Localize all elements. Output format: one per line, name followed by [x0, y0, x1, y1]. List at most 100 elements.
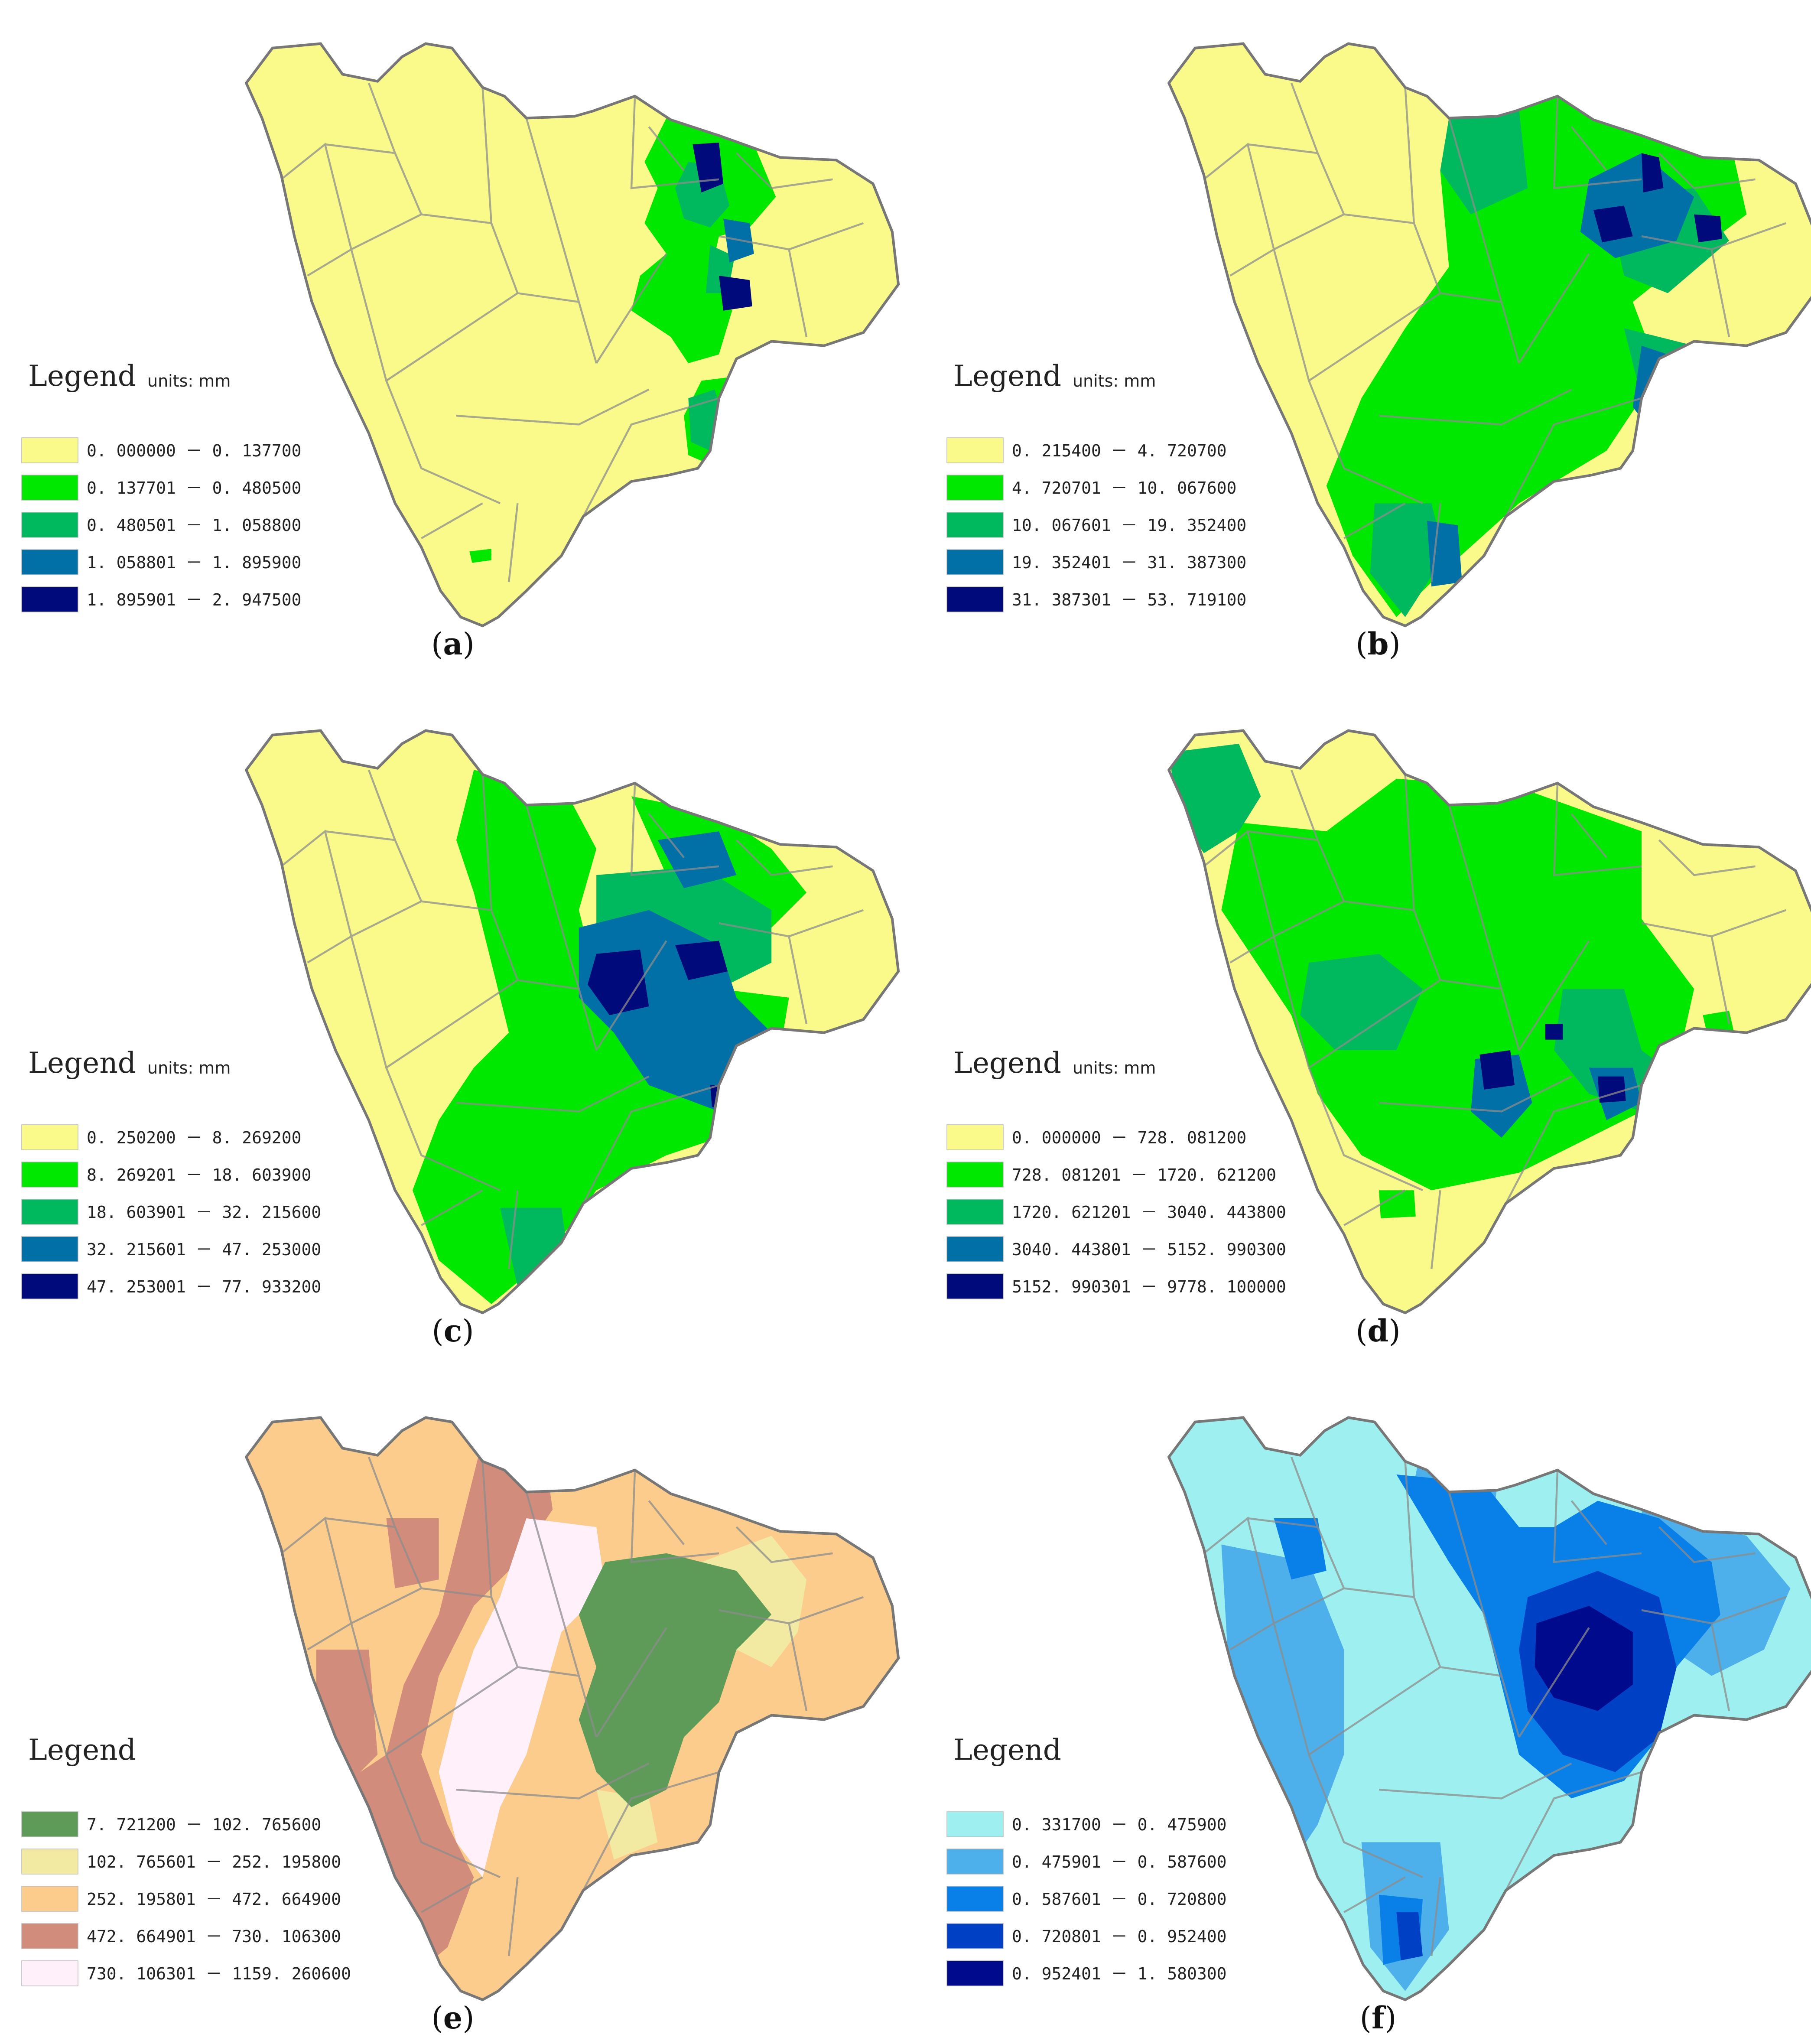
caption-a: (a): [431, 626, 475, 662]
legend-swatch: [21, 1923, 78, 1949]
legend-swatch: [21, 1124, 78, 1150]
legend-class-label: 3040. 443801 － 5152. 990300: [1012, 1240, 1286, 1259]
legend-class-label: 5152. 990301 － 9778. 100000: [1012, 1277, 1286, 1296]
region-class-1: [579, 1553, 772, 1807]
panel-caption: (c): [432, 1313, 474, 1349]
region-class-5: [1479, 1050, 1515, 1090]
region-class-5: [1593, 205, 1633, 243]
legend-class-label: 32. 215601 － 47. 253000: [87, 1240, 321, 1259]
legend-swatch: [21, 1162, 78, 1188]
legend-class-label: 0. 475901 － 0. 587600: [1012, 1852, 1227, 1871]
legend-units: units: mm: [1073, 1058, 1156, 1077]
legend-class-label: 0. 720801 － 0. 952400: [1012, 1927, 1227, 1946]
region-class-5: [1545, 1024, 1563, 1040]
region-class-2: [631, 118, 776, 363]
legend-title: Legend: [28, 1733, 136, 1767]
legend-swatch: [21, 549, 78, 575]
panel-caption: (e): [431, 2000, 474, 2036]
legend-swatch: [946, 1811, 1004, 1837]
legend-b: Legend units: mm 0. 215400 － 4. 720700 4. 7…: [946, 359, 1246, 612]
legend-class-label: 31. 387301 － 53. 719100: [1012, 590, 1246, 609]
legend-f: Legend 0. 331700 － 0. 475900 0. 475901 － 0…: [946, 1733, 1227, 1986]
legend-swatch: [946, 1273, 1004, 1299]
legend-class-label: 0. 480501 － 1. 058800: [87, 516, 302, 535]
legend-d: Legend units: mm 0. 000000 － 728. 081200 72…: [946, 1046, 1286, 1299]
legend-swatch: [946, 1960, 1004, 1986]
region-class-2: [469, 549, 491, 563]
legend-swatch: [946, 1849, 1004, 1875]
legend-title: Legend: [953, 359, 1061, 393]
legend-class-label: 252. 195801 － 472. 664900: [87, 1890, 341, 1909]
legend-swatch: [946, 437, 1004, 463]
legend-a: Legend units: mm 0. 000000 － 0. 137700 0. 1…: [21, 359, 302, 612]
region-class-2: [413, 770, 789, 1304]
legend-swatch: [21, 437, 78, 463]
region-class-4: [657, 831, 737, 889]
legend-swatch: [946, 1199, 1004, 1225]
legend-swatch: [21, 1811, 78, 1837]
legend-e: Legend 7. 721200 － 102. 765600 102. 765601…: [21, 1733, 351, 1986]
legend-class-label: 0. 137701 － 0. 480500: [87, 478, 302, 498]
region-class-2: [596, 1790, 658, 1860]
region-class-2: [1379, 1190, 1416, 1218]
region-class-2: [1221, 778, 1694, 1191]
region-class-5: [1535, 1606, 1633, 1711]
legend-class-label: 0. 952401 － 1. 580300: [1012, 1964, 1227, 1983]
legend-class-label: 472. 664901 － 730. 106300: [87, 1927, 341, 1946]
caption-d: (d): [1356, 1313, 1401, 1349]
caption-e: (e): [431, 2000, 474, 2036]
legend-class-label: 0. 215400 － 4. 720700: [1012, 441, 1227, 460]
caption-f: (f): [1360, 2000, 1397, 2036]
legend-swatch: [21, 475, 78, 501]
legend-title: Legend: [953, 1733, 1061, 1767]
legend-title: Legend: [953, 1046, 1061, 1080]
region-class-5: [1642, 153, 1664, 193]
panel-caption: (b): [1356, 626, 1401, 662]
legend-units: units: mm: [147, 1058, 231, 1077]
panel-caption: (f): [1360, 2000, 1397, 2036]
legend-swatch: [21, 512, 78, 538]
region-class-5: [588, 949, 649, 1015]
legend-swatch: [21, 1849, 78, 1875]
region-class-5: [710, 1085, 732, 1107]
region-class-3: [1300, 954, 1423, 1050]
legend-swatch: [946, 586, 1004, 612]
legend-swatch: [21, 1236, 78, 1262]
legend-class-label: 102. 765601 － 252. 195800: [87, 1852, 341, 1871]
legend-swatch: [21, 586, 78, 612]
panel-caption: (d): [1356, 1313, 1401, 1349]
legend-swatch: [946, 1162, 1004, 1188]
region-class-3: [1370, 503, 1445, 617]
region-class-3: [1440, 109, 1528, 215]
legend-class-label: 0. 250200 － 8. 269200: [87, 1128, 302, 1147]
legend-class-label: 728. 081201 － 1720. 621200: [1012, 1165, 1276, 1185]
legend-class-label: 19. 352401 － 31. 387300: [1012, 553, 1246, 572]
region-class-4: [721, 389, 745, 446]
region-class-4: [1632, 345, 1694, 442]
legend-swatch: [21, 1960, 78, 1986]
region-class-4: [386, 1518, 439, 1588]
legend-swatch: [21, 1199, 78, 1225]
region-class-3: [1274, 1518, 1327, 1580]
legend-swatch: [946, 475, 1004, 501]
legend-class-label: 0. 331700 － 0. 475900: [1012, 1815, 1227, 1834]
legend-c: Legend units: mm 0. 250200 － 8. 269200 8. 2…: [21, 1046, 321, 1299]
legend-swatch: [946, 1124, 1004, 1150]
legend-units: units: mm: [147, 371, 231, 391]
panel-caption: (a): [431, 626, 475, 662]
region-class-4: [1396, 1912, 1423, 1961]
legend-class-label: 0. 000000 － 0. 137700: [87, 441, 302, 460]
legend-class-label: 7. 721200 － 102. 765600: [87, 1815, 321, 1834]
legend-class-label: 18. 603901 － 32. 215600: [87, 1203, 321, 1222]
legend-class-label: 10. 067601 － 19. 352400: [1012, 516, 1246, 535]
region-class-3: [688, 389, 726, 451]
legend-class-label: 0. 587601 － 0. 720800: [1012, 1890, 1227, 1909]
legend-swatch: [21, 1886, 78, 1912]
region-class-5: [675, 941, 728, 980]
legend-class-label: 730. 106301 － 1159. 260600: [87, 1964, 351, 1983]
legend-swatch: [946, 549, 1004, 575]
legend-swatch: [946, 1236, 1004, 1262]
caption-b: (b): [1356, 626, 1401, 662]
legend-class-label: 1720. 621201 － 3040. 443800: [1012, 1203, 1286, 1222]
